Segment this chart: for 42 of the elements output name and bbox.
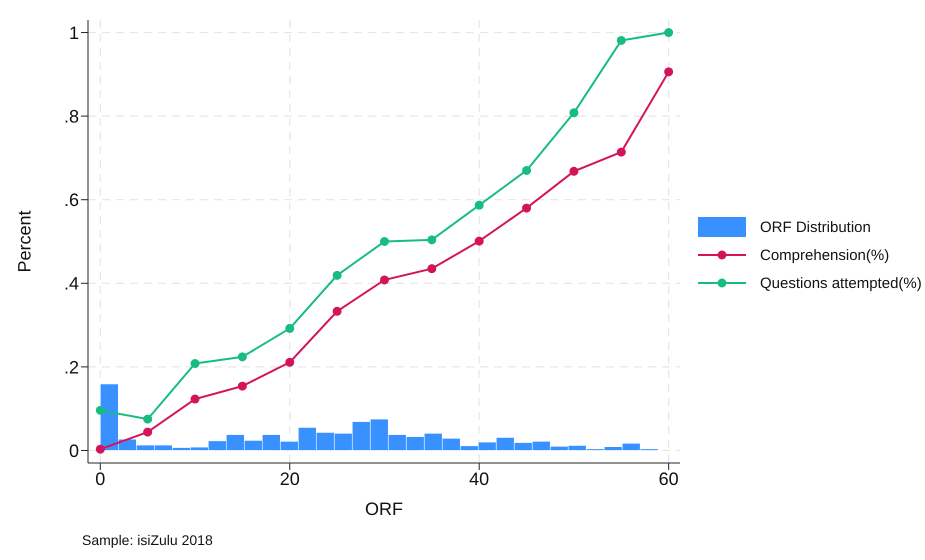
point	[616, 148, 626, 157]
x-tick-label: 0	[95, 468, 106, 489]
point	[285, 324, 294, 333]
y-tick-label: .4	[64, 274, 79, 294]
point	[332, 306, 342, 316]
point	[190, 359, 200, 368]
point	[474, 200, 484, 210]
y-tick-label: .8	[64, 106, 79, 127]
point	[332, 270, 342, 280]
point	[380, 275, 389, 284]
point	[380, 237, 389, 246]
point	[96, 406, 105, 415]
point	[569, 166, 578, 176]
point	[190, 394, 200, 404]
point	[664, 67, 674, 76]
point	[522, 204, 532, 213]
point	[427, 264, 436, 274]
point	[96, 444, 105, 454]
point	[238, 382, 247, 391]
y-tick-label: .6	[64, 190, 79, 210]
x-axis-title: ORF	[365, 499, 403, 519]
point	[616, 36, 626, 45]
y-tick-label: 1	[68, 22, 79, 43]
x-tick-label: 20	[280, 468, 300, 489]
legend-label: ORF Distribution	[760, 218, 871, 236]
x-tick-label: 60	[658, 468, 679, 489]
point	[664, 28, 674, 38]
point	[474, 236, 484, 246]
point	[569, 108, 578, 118]
legend-label: Comprehension(%)	[760, 246, 890, 264]
point	[522, 166, 532, 175]
y-axis-title: Percent	[14, 210, 34, 273]
point	[285, 358, 294, 367]
x-tick-label: 40	[469, 468, 490, 489]
point	[143, 414, 152, 424]
point	[427, 235, 436, 244]
y-tick-label: 0	[68, 440, 79, 461]
legend-label: Questions attempted(%)	[760, 274, 922, 292]
point	[143, 428, 152, 437]
text: Sample: isiZulu 2018	[82, 532, 213, 548]
y-tick-label: .2	[64, 357, 79, 378]
point	[238, 352, 247, 362]
